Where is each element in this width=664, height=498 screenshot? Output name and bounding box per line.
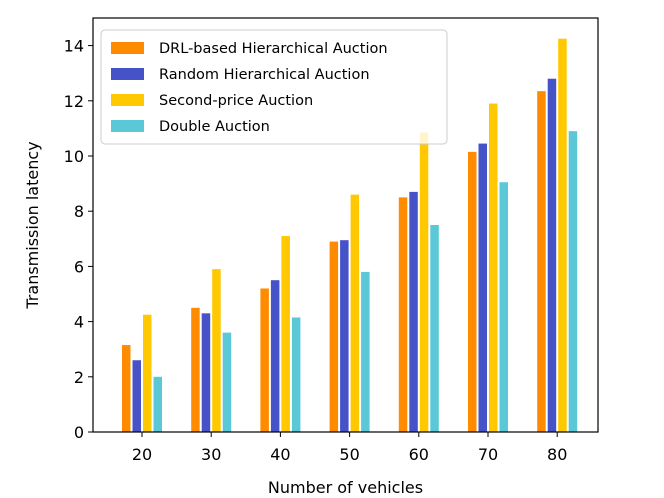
bar-double-auction-70 [499, 182, 508, 432]
legend-label: Second-price Auction [159, 93, 313, 109]
plot-frame [92, 17, 599, 433]
legend-swatch [111, 68, 144, 80]
x-tick-label: 40 [270, 445, 290, 464]
y-axis: 0 2 4 6 8 10 12 14 [64, 37, 93, 442]
bars-layer [122, 38, 578, 433]
x-tick-label: 30 [201, 445, 221, 464]
bar-double-auction-80 [568, 131, 578, 432]
legend-swatch [111, 120, 144, 132]
bar-random-hierarchical-auction-40 [270, 280, 280, 432]
bar-random-hierarchical-auction-60 [409, 191, 418, 432]
legend-swatch [111, 94, 144, 106]
x-tick-label: 20 [132, 445, 152, 464]
legend: DRL-based Hierarchical Auction Random Hie… [100, 29, 448, 145]
bar-second-price-auction-70 [489, 103, 498, 432]
bar-drl-based-hierarchical-auction-30 [191, 307, 200, 432]
bar-second-price-auction-50 [350, 194, 360, 432]
bar-double-auction-20 [153, 376, 162, 432]
x-tick-label: 50 [339, 445, 359, 464]
y-tick-label: 12 [64, 92, 84, 111]
y-tick-label: 2 [74, 368, 84, 387]
bar-double-auction-60 [430, 225, 439, 432]
bar-random-hierarchical-auction-30 [201, 313, 211, 432]
x-axis-label: Number of vehicles [268, 478, 423, 497]
legend-label: DRL-based Hierarchical Auction [159, 41, 388, 57]
bar-double-auction-30 [222, 332, 232, 432]
bar-second-price-auction-40 [281, 236, 290, 432]
bar-second-price-auction-20 [143, 314, 152, 432]
legend-label: Random Hierarchical Auction [159, 67, 370, 83]
bar-second-price-auction-60 [419, 132, 429, 433]
y-axis-label: Transmission latency [23, 141, 42, 309]
y-tick-label: 6 [74, 257, 84, 276]
bar-random-hierarchical-auction-80 [547, 78, 557, 432]
y-tick-label: 10 [64, 147, 84, 166]
x-tick-label: 60 [409, 445, 429, 464]
legend-box [100, 29, 448, 145]
bar-random-hierarchical-auction-70 [478, 143, 487, 432]
bar-second-price-auction-80 [558, 38, 567, 432]
bar-drl-based-hierarchical-auction-70 [468, 151, 477, 433]
y-tick-label: 4 [74, 313, 84, 332]
bar-drl-based-hierarchical-auction-50 [329, 241, 339, 432]
bar-random-hierarchical-auction-50 [340, 240, 349, 432]
bar-second-price-auction-30 [212, 269, 221, 432]
bar-drl-based-hierarchical-auction-40 [260, 288, 269, 432]
legend-label: Double Auction [159, 119, 270, 135]
bar-drl-based-hierarchical-auction-80 [537, 91, 546, 432]
bar-drl-based-hierarchical-auction-60 [398, 197, 408, 432]
bar-drl-based-hierarchical-auction-20 [122, 345, 131, 432]
x-tick-label: 70 [478, 445, 498, 464]
bar-double-auction-40 [291, 317, 301, 432]
legend-swatch [111, 42, 144, 54]
y-tick-label: 8 [74, 202, 84, 221]
y-tick-label: 14 [64, 37, 84, 56]
bar-random-hierarchical-auction-20 [132, 360, 141, 432]
x-axis: 20 30 40 50 60 70 80 [132, 432, 567, 464]
y-tick-label: 0 [74, 423, 84, 442]
bar-double-auction-50 [361, 271, 370, 432]
x-tick-label: 80 [547, 445, 567, 464]
